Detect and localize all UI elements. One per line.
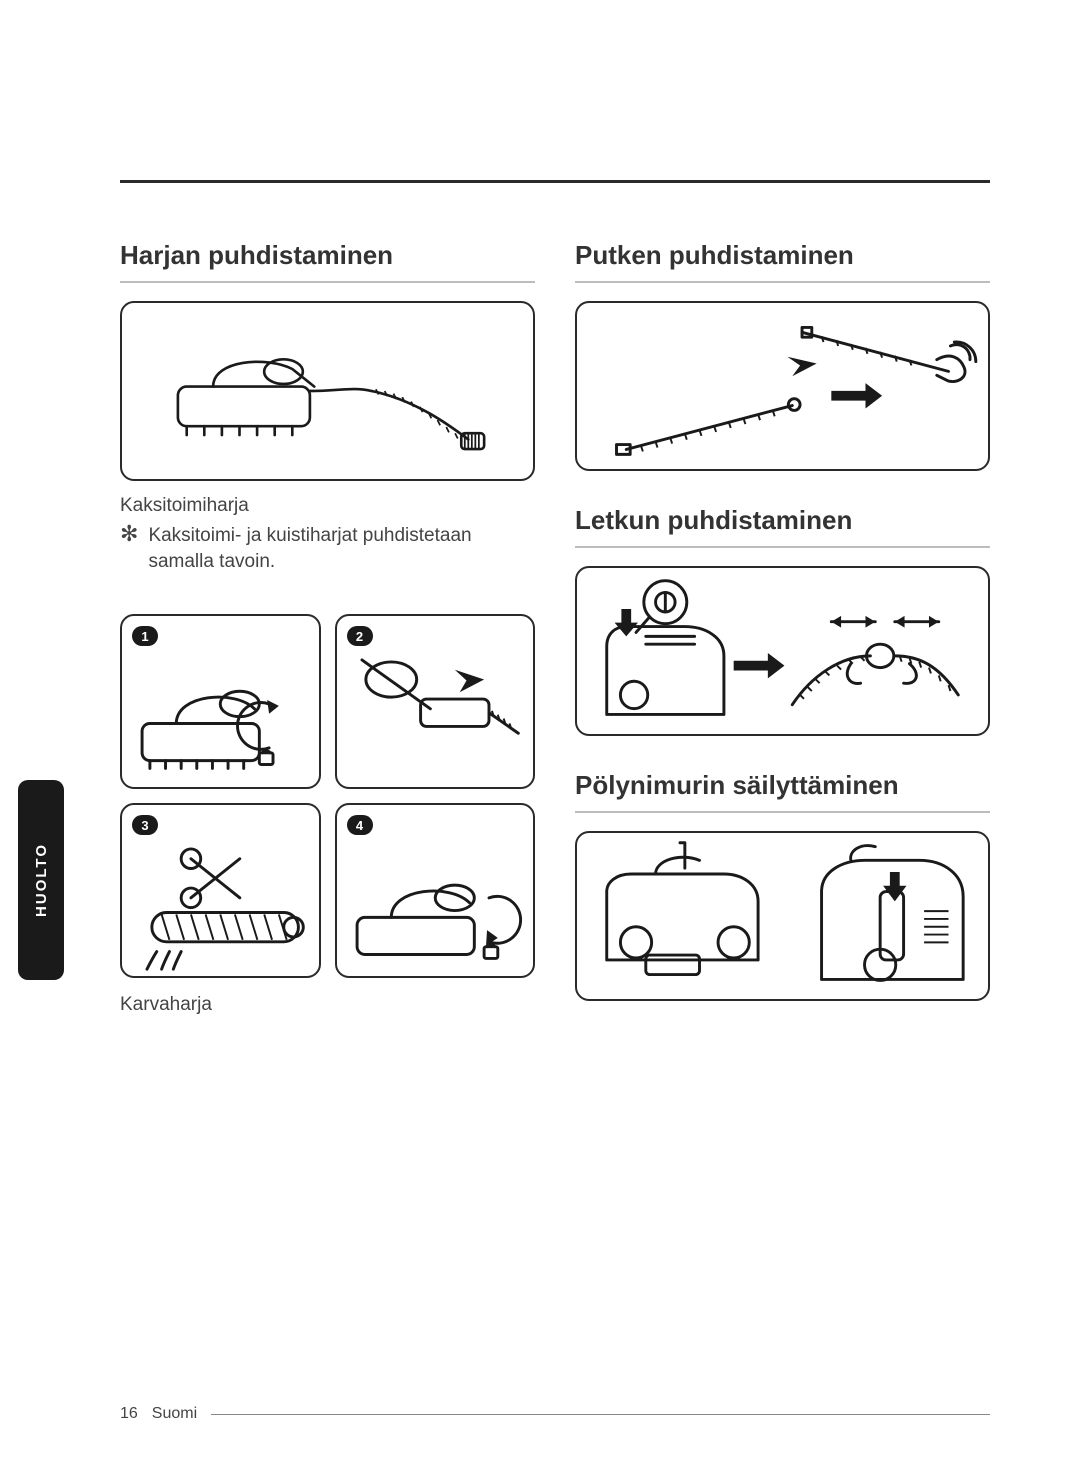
figure-pipe-cleaning: [575, 301, 990, 471]
figure-step-3: 3: [120, 803, 321, 978]
figure-step-4: 4: [335, 803, 536, 978]
content-columns: Harjan puhdistaminen: [120, 240, 990, 1369]
right-column: Putken puhdistaminen: [575, 240, 990, 1369]
heading-brush-cleaning: Harjan puhdistaminen: [120, 240, 535, 271]
heading-underline: [575, 546, 990, 548]
section-tab-label: HUOLTO: [33, 843, 50, 917]
note-text: Kaksitoimi- ja kuistiharjat puhdistetaan…: [148, 523, 535, 574]
heading-hose-cleaning: Letkun puhdistaminen: [575, 505, 990, 536]
footer-rule: [211, 1414, 990, 1415]
section-tab: HUOLTO: [18, 780, 64, 980]
heading-underline: [575, 811, 990, 813]
figure-step-2: 2: [335, 614, 536, 789]
left-column: Harjan puhdistaminen: [120, 240, 535, 1369]
step-badge: 4: [347, 815, 373, 835]
heading-underline: [120, 281, 535, 283]
manual-page: HUOLTO Harjan puhdistaminen: [0, 0, 1080, 1479]
top-rule: [120, 180, 990, 183]
page-language: Suomi: [152, 1405, 197, 1423]
page-footer: 16 Suomi: [120, 1405, 990, 1423]
heading-underline: [575, 281, 990, 283]
step-grid: 1 2: [120, 614, 535, 978]
figure-step-1: 1: [120, 614, 321, 789]
asterisk-icon: ✻: [120, 523, 138, 545]
caption-two-way-brush: Kaksitoimiharja: [120, 495, 535, 517]
step-badge: 1: [132, 626, 158, 646]
heading-storage: Pölynimurin säilyttäminen: [575, 770, 990, 801]
step-badge: 2: [347, 626, 373, 646]
caption-pet-brush: Karvaharja: [120, 994, 535, 1016]
heading-pipe-cleaning: Putken puhdistaminen: [575, 240, 990, 271]
figure-storage: [575, 831, 990, 1001]
note-row: ✻ Kaksitoimi- ja kuistiharjat puhdisteta…: [120, 523, 535, 574]
step-badge: 3: [132, 815, 158, 835]
figure-two-way-brush: [120, 301, 535, 481]
figure-hose-cleaning: [575, 566, 990, 736]
page-number: 16: [120, 1405, 138, 1423]
